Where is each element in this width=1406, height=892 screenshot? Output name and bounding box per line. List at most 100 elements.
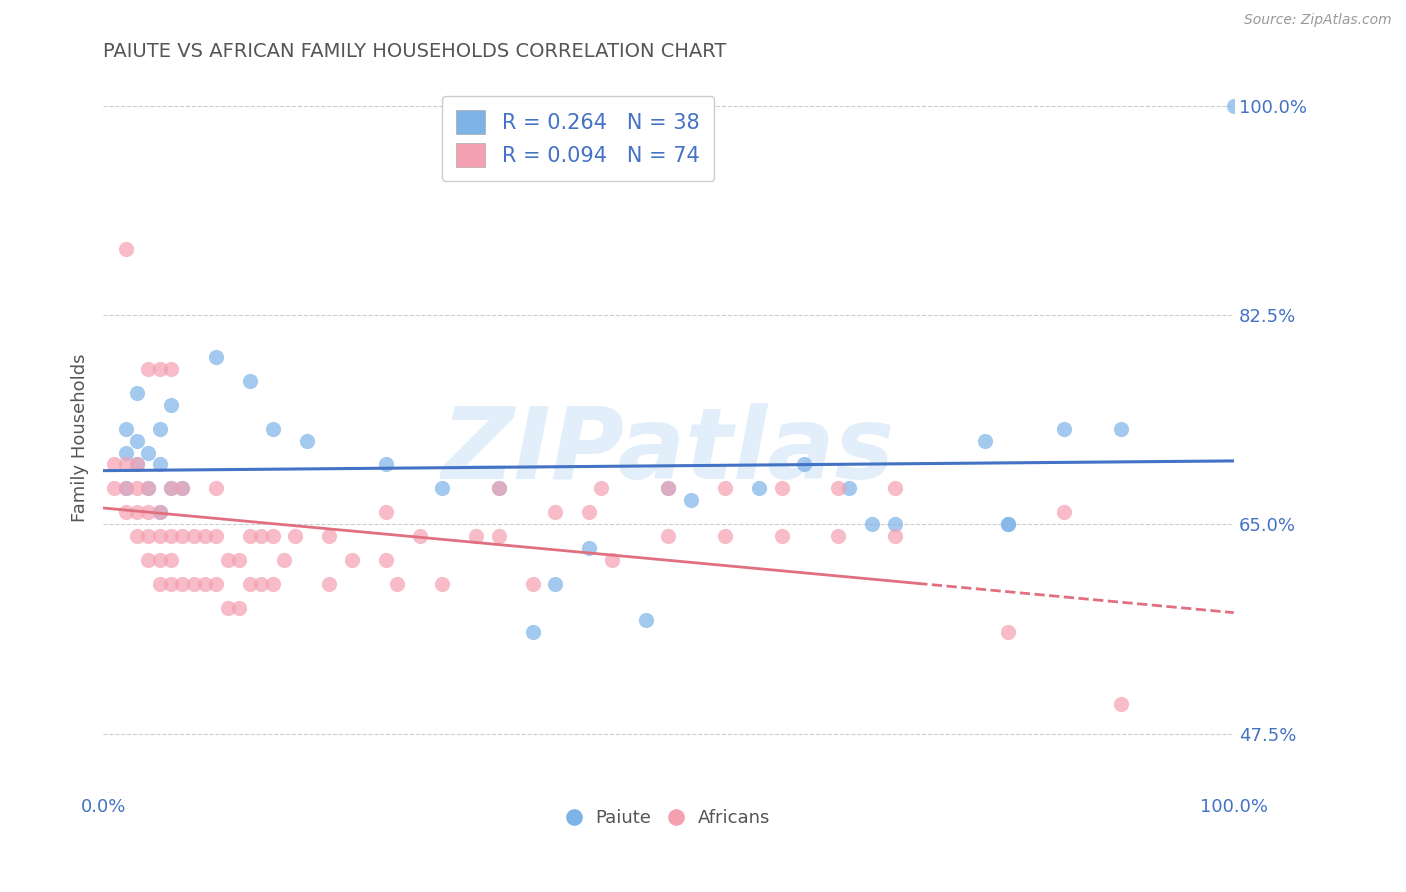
Point bbox=[114, 458, 136, 472]
Point bbox=[172, 482, 194, 496]
Point bbox=[273, 553, 295, 567]
Point bbox=[103, 458, 125, 472]
Point bbox=[160, 553, 183, 567]
Point bbox=[138, 482, 160, 496]
Point bbox=[374, 505, 396, 519]
Point bbox=[714, 482, 737, 496]
Point bbox=[239, 577, 262, 591]
Point bbox=[883, 529, 905, 543]
Point bbox=[544, 505, 567, 519]
Point bbox=[138, 529, 160, 543]
Point bbox=[114, 242, 136, 256]
Point bbox=[149, 361, 172, 376]
Point bbox=[160, 529, 183, 543]
Point bbox=[714, 529, 737, 543]
Point bbox=[465, 529, 488, 543]
Point bbox=[681, 493, 703, 508]
Point bbox=[160, 398, 183, 412]
Point bbox=[997, 624, 1019, 639]
Point bbox=[149, 553, 172, 567]
Point bbox=[149, 458, 172, 472]
Point bbox=[239, 374, 262, 388]
Point bbox=[172, 529, 194, 543]
Point bbox=[374, 553, 396, 567]
Point bbox=[138, 445, 160, 459]
Point bbox=[578, 505, 600, 519]
Point bbox=[522, 624, 544, 639]
Point bbox=[793, 458, 815, 472]
Point bbox=[770, 529, 793, 543]
Point bbox=[239, 529, 262, 543]
Point bbox=[172, 577, 194, 591]
Point bbox=[194, 529, 217, 543]
Point bbox=[125, 458, 148, 472]
Point bbox=[160, 361, 183, 376]
Point bbox=[125, 482, 148, 496]
Point bbox=[432, 577, 454, 591]
Text: ZIPatlas: ZIPatlas bbox=[441, 403, 896, 500]
Point bbox=[125, 385, 148, 400]
Point bbox=[488, 482, 510, 496]
Point bbox=[770, 482, 793, 496]
Point bbox=[114, 421, 136, 435]
Point bbox=[228, 601, 250, 615]
Point bbox=[114, 445, 136, 459]
Point bbox=[125, 505, 148, 519]
Point bbox=[838, 482, 860, 496]
Point bbox=[544, 577, 567, 591]
Point bbox=[194, 577, 217, 591]
Point bbox=[160, 482, 183, 496]
Y-axis label: Family Households: Family Households bbox=[72, 353, 89, 522]
Text: PAIUTE VS AFRICAN FAMILY HOUSEHOLDS CORRELATION CHART: PAIUTE VS AFRICAN FAMILY HOUSEHOLDS CORR… bbox=[103, 42, 727, 61]
Point bbox=[103, 482, 125, 496]
Point bbox=[997, 517, 1019, 532]
Point bbox=[827, 482, 849, 496]
Point bbox=[522, 577, 544, 591]
Point bbox=[1053, 421, 1076, 435]
Point bbox=[340, 553, 363, 567]
Point bbox=[205, 577, 228, 591]
Point bbox=[1223, 98, 1246, 112]
Point bbox=[149, 421, 172, 435]
Point bbox=[262, 529, 284, 543]
Point bbox=[974, 434, 997, 448]
Point bbox=[205, 482, 228, 496]
Text: Source: ZipAtlas.com: Source: ZipAtlas.com bbox=[1244, 13, 1392, 28]
Point bbox=[827, 529, 849, 543]
Point bbox=[600, 553, 623, 567]
Point bbox=[262, 577, 284, 591]
Point bbox=[657, 529, 679, 543]
Point bbox=[1109, 421, 1132, 435]
Point bbox=[578, 541, 600, 556]
Point bbox=[138, 482, 160, 496]
Point bbox=[295, 434, 318, 448]
Point bbox=[138, 553, 160, 567]
Point bbox=[1109, 697, 1132, 711]
Point bbox=[183, 577, 205, 591]
Point bbox=[250, 529, 273, 543]
Point bbox=[318, 577, 340, 591]
Point bbox=[183, 529, 205, 543]
Point bbox=[149, 577, 172, 591]
Point bbox=[374, 458, 396, 472]
Point bbox=[1053, 505, 1076, 519]
Point bbox=[262, 421, 284, 435]
Point bbox=[228, 553, 250, 567]
Point bbox=[883, 517, 905, 532]
Point bbox=[205, 350, 228, 364]
Point bbox=[409, 529, 432, 543]
Point bbox=[860, 517, 883, 532]
Point bbox=[114, 505, 136, 519]
Point bbox=[138, 505, 160, 519]
Point bbox=[385, 577, 408, 591]
Point bbox=[997, 517, 1019, 532]
Point bbox=[217, 553, 239, 567]
Point bbox=[205, 529, 228, 543]
Point bbox=[284, 529, 307, 543]
Point bbox=[250, 577, 273, 591]
Point bbox=[657, 482, 679, 496]
Point bbox=[589, 482, 612, 496]
Point bbox=[488, 529, 510, 543]
Point bbox=[657, 482, 679, 496]
Point bbox=[125, 529, 148, 543]
